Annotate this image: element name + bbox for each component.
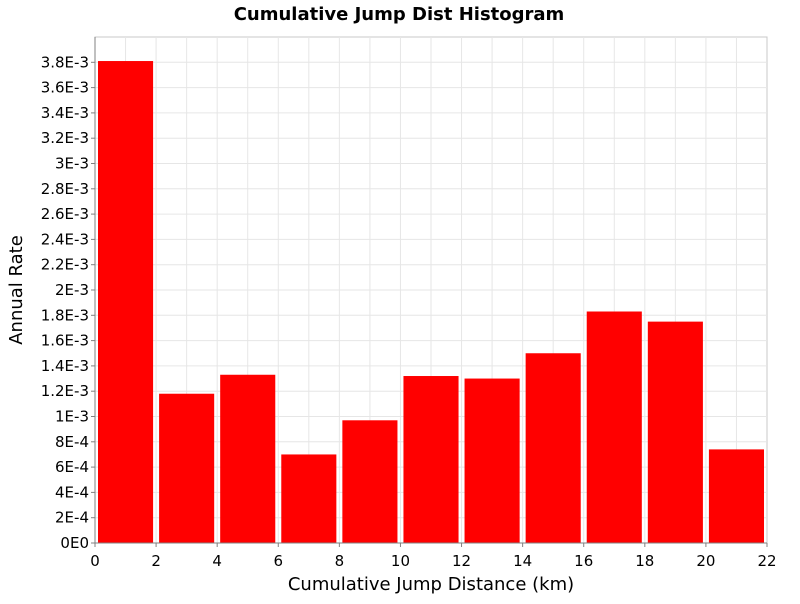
bars — [98, 61, 764, 543]
y-tick-label: 8E-4 — [55, 433, 89, 451]
y-tick-label: 3.6E-3 — [41, 79, 89, 97]
x-tick-label: 4 — [212, 552, 222, 570]
y-tick-label: 3.8E-3 — [41, 53, 89, 71]
x-tick-label: 0 — [90, 552, 100, 570]
x-tick-label: 20 — [696, 552, 715, 570]
chart-title: Cumulative Jump Dist Histogram — [234, 4, 565, 25]
histogram-bar — [403, 376, 459, 543]
x-tick-label: 12 — [452, 552, 471, 570]
x-tick-label: 18 — [635, 552, 654, 570]
x-tick-label: 8 — [335, 552, 345, 570]
x-tick-label: 16 — [574, 552, 593, 570]
x-tick-label: 2 — [151, 552, 161, 570]
x-tick-label: 10 — [391, 552, 410, 570]
y-tick-label: 2E-4 — [55, 509, 89, 527]
y-tick-label: 2.8E-3 — [41, 180, 89, 198]
histogram-bar — [342, 420, 398, 543]
y-tick-label: 1.8E-3 — [41, 306, 89, 324]
y-axis-label: Annual Rate — [6, 235, 27, 345]
histogram-bar — [647, 321, 703, 543]
y-tick-label: 2.4E-3 — [41, 230, 89, 248]
histogram-bar — [708, 449, 764, 543]
x-axis-label: Cumulative Jump Distance (km) — [288, 574, 574, 595]
y-tick-label: 4E-4 — [55, 483, 89, 501]
y-tick-label: 1E-3 — [55, 408, 89, 426]
y-tick-label: 1.4E-3 — [41, 357, 89, 375]
y-tick-label: 2.6E-3 — [41, 205, 89, 223]
histogram-bar — [159, 393, 215, 543]
y-tick-label: 3.4E-3 — [41, 104, 89, 122]
histogram-bar — [586, 311, 642, 543]
x-axis-ticks: 0 2 4 6 8 10 12 14 16 18 20 22 — [90, 543, 777, 570]
x-tick-label: 6 — [273, 552, 283, 570]
y-tick-label: 3.2E-3 — [41, 129, 89, 147]
histogram-bar — [98, 61, 154, 543]
y-axis-ticks: 0E0 2E-4 4E-4 6E-4 8E-4 1E-3 1.2E-3 1.4E-3 1.6E-… — [41, 53, 95, 552]
y-tick-label: 3E-3 — [55, 155, 89, 173]
histogram-bar — [281, 454, 337, 543]
y-tick-label: 2E-3 — [55, 281, 89, 299]
histogram-bar — [464, 378, 520, 543]
x-tick-label: 22 — [757, 552, 776, 570]
y-tick-label: 2.2E-3 — [41, 256, 89, 274]
y-tick-label: 1.6E-3 — [41, 332, 89, 350]
histogram-bar — [220, 374, 276, 543]
x-tick-label: 14 — [513, 552, 532, 570]
y-tick-label: 0E0 — [60, 534, 89, 552]
y-tick-label: 1.2E-3 — [41, 382, 89, 400]
histogram-bar — [525, 353, 581, 543]
y-tick-label: 6E-4 — [55, 458, 89, 476]
